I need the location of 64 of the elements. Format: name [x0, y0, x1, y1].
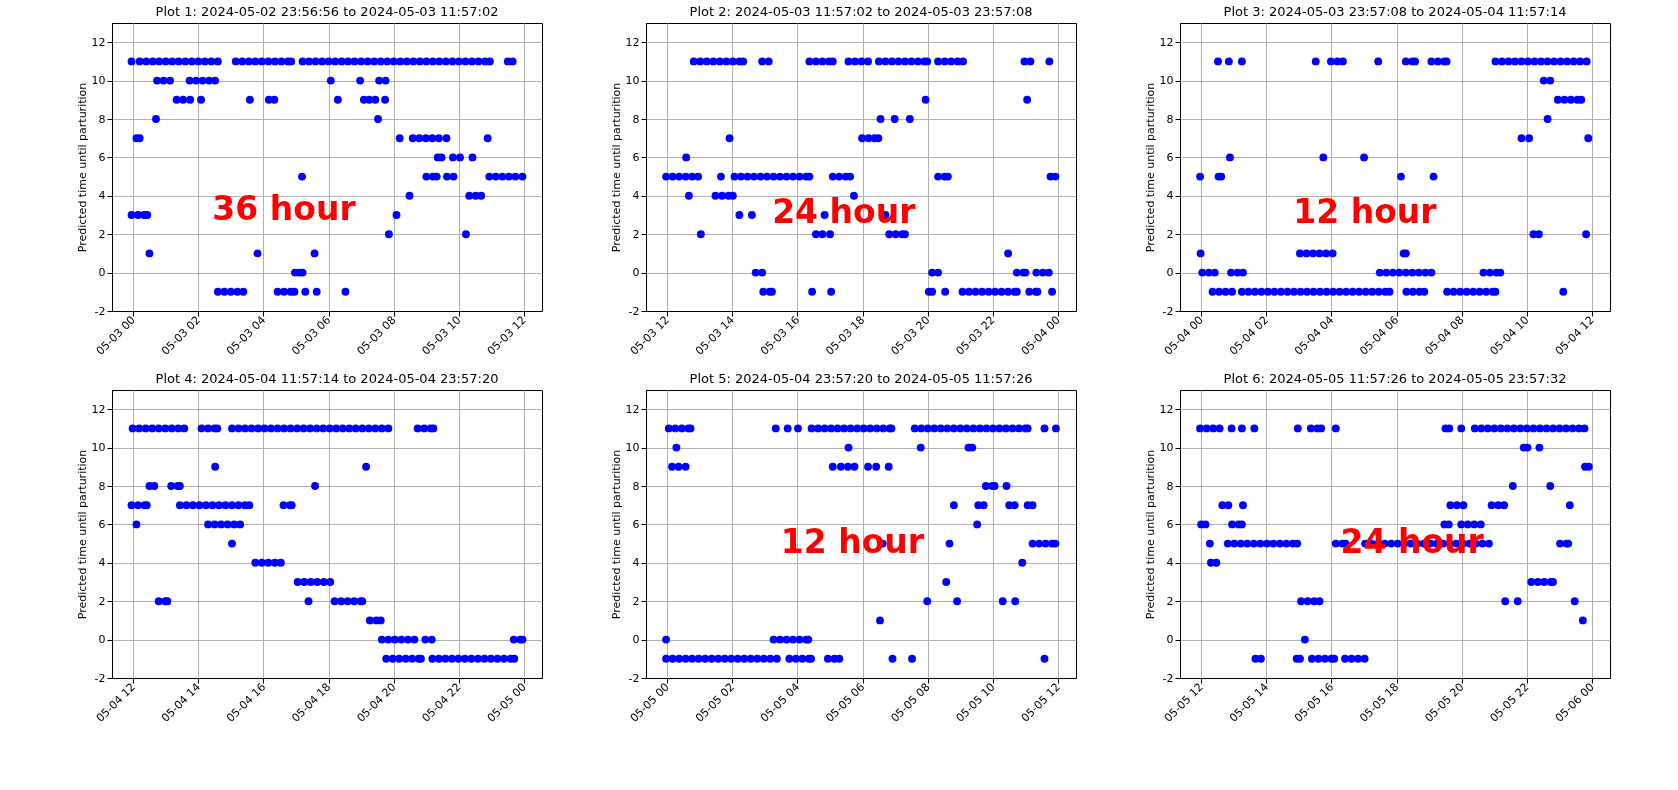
y-axis-title: Predicted time until parturition [1143, 449, 1157, 620]
y-tick-label: 4 [1166, 189, 1174, 203]
y-tick-label: 10 [1159, 74, 1174, 88]
y-tick-label: 2 [1166, 594, 1174, 608]
y-axis-title: Predicted time until parturition [609, 449, 623, 620]
y-tick-label: 4 [98, 556, 106, 570]
y-tick-label: -2 [1162, 671, 1174, 685]
y-tick-label: 8 [632, 112, 640, 126]
y-tick-label: -2 [94, 304, 106, 318]
y-tick-label: 2 [98, 594, 106, 608]
y-tick-label: -2 [1162, 304, 1174, 318]
chart-title: Plot 3: 2024-05-03 23:57:08 to 2024-05-04 11:57:14 [1223, 4, 1567, 19]
chart-title: Plot 5: 2024-05-04 23:57:20 to 2024-05-05 11:57:26 [689, 371, 1033, 386]
y-tick-label: 12 [625, 35, 640, 49]
y-tick-label: 2 [632, 594, 640, 608]
y-tick-label: 10 [625, 74, 640, 88]
y-tick-label: 10 [1159, 441, 1174, 455]
chart-title: Plot 4: 2024-05-04 11:57:14 to 2024-05-04 23:57:20 [155, 371, 499, 386]
y-axis-title: Predicted time until parturition [609, 82, 623, 253]
y-tick-label: 12 [1159, 35, 1174, 49]
y-tick-label: 8 [1166, 112, 1174, 126]
y-tick-label: -2 [628, 304, 640, 318]
chart-title: Plot 1: 2024-05-02 23:56:56 to 2024-05-03 11:57:02 [155, 4, 499, 19]
chart-title: Plot 2: 2024-05-03 11:57:02 to 2024-05-03 23:57:08 [689, 4, 1033, 19]
y-tick-label: 2 [98, 227, 106, 241]
annotation: 12 hour [780, 521, 925, 561]
y-tick-label: 4 [632, 189, 640, 203]
y-tick-label: 12 [91, 35, 106, 49]
y-tick-label: 0 [98, 266, 106, 280]
y-tick-label: 0 [1166, 266, 1174, 280]
y-axis-title: Predicted time until parturition [75, 449, 89, 620]
y-tick-label: 4 [1166, 556, 1174, 570]
y-tick-label: 2 [1166, 227, 1174, 241]
y-tick-label: 12 [625, 402, 640, 416]
y-axis-title: Predicted time until parturition [1143, 82, 1157, 253]
y-tick-label: 6 [98, 150, 106, 164]
y-tick-label: 0 [632, 266, 640, 280]
y-axis-title: Predicted time until parturition [75, 82, 89, 253]
chart-title: Plot 6: 2024-05-05 11:57:26 to 2024-05-05 23:57:32 [1223, 371, 1567, 386]
annotation: 36 hour [212, 189, 357, 229]
y-tick-label: 8 [98, 112, 106, 126]
y-tick-label: 4 [632, 556, 640, 570]
y-tick-label: 8 [632, 479, 640, 493]
y-tick-label: -2 [94, 671, 106, 685]
annotation: 24 hour [772, 192, 917, 232]
y-tick-label: 4 [98, 189, 106, 203]
y-tick-label: 12 [1159, 402, 1174, 416]
y-tick-label: 8 [1166, 479, 1174, 493]
y-tick-label: 6 [1166, 150, 1174, 164]
y-tick-label: 6 [632, 517, 640, 531]
y-tick-label: 10 [625, 441, 640, 455]
y-tick-label: 6 [632, 150, 640, 164]
y-tick-label: 2 [632, 227, 640, 241]
y-tick-label: 6 [98, 517, 106, 531]
y-tick-label: 10 [91, 441, 106, 455]
y-tick-label: 0 [98, 633, 106, 647]
y-tick-label: 6 [1166, 517, 1174, 531]
y-tick-label: 12 [91, 402, 106, 416]
annotation: 12 hour [1293, 192, 1438, 232]
y-tick-label: 0 [1166, 633, 1174, 647]
y-tick-label: -2 [628, 671, 640, 685]
y-tick-label: 10 [91, 74, 106, 88]
y-tick-label: 0 [632, 633, 640, 647]
y-tick-label: 8 [98, 479, 106, 493]
